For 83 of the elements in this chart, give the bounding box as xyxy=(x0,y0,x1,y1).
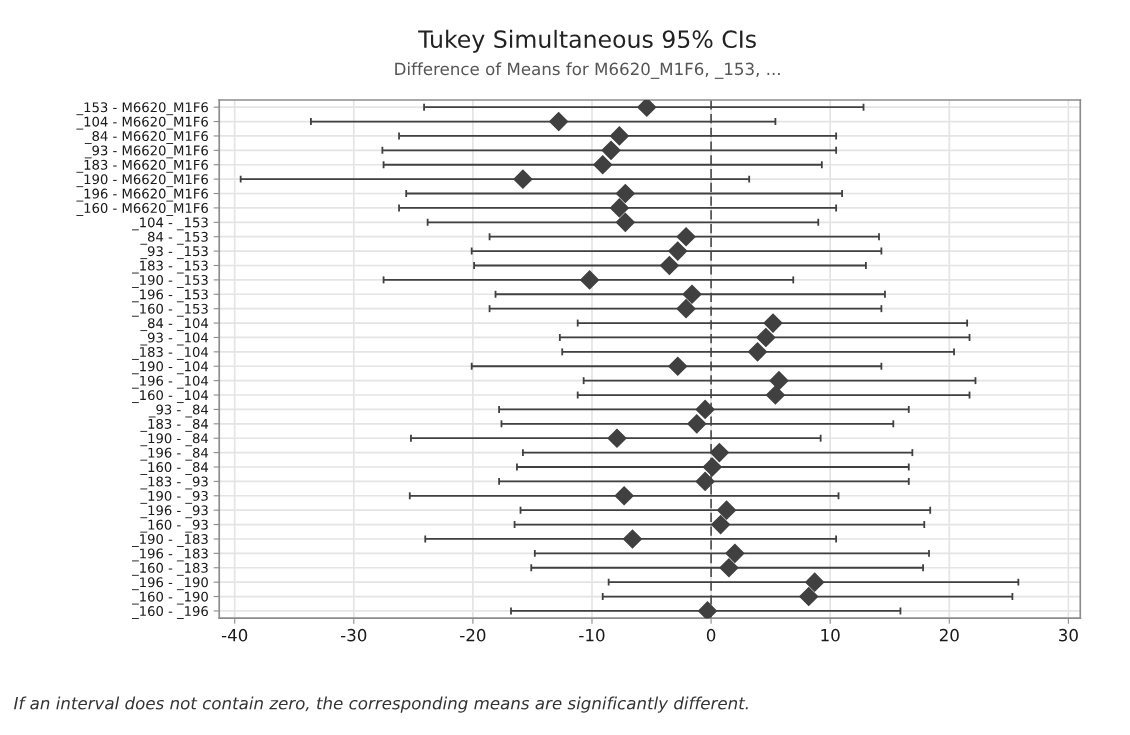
point xyxy=(676,299,696,319)
point xyxy=(719,558,739,578)
y-tick-label: _160 - M6620_M1F6 xyxy=(76,203,208,216)
point xyxy=(593,155,613,175)
point xyxy=(676,227,696,247)
point xyxy=(622,529,643,549)
point xyxy=(702,457,722,477)
y-tick-label: _183 - _93 xyxy=(140,476,208,490)
y-tick-label: _160 - _104 xyxy=(131,390,209,404)
y-tick-label: _153 - M6620_M1F6 xyxy=(76,102,208,116)
chart-title: Tukey Simultaneous 95% CIs xyxy=(418,29,756,53)
y-tick-label: _190 - _84 xyxy=(140,433,209,447)
point xyxy=(615,183,635,204)
point xyxy=(668,241,688,261)
point xyxy=(609,198,629,218)
chart-subtitle: Difference of Means for M6620_M1F6, _153, ... xyxy=(395,62,780,79)
point xyxy=(769,371,789,391)
y-tick-label: _196 - _104 xyxy=(131,375,209,389)
y-tick-label: _160 - _183 xyxy=(131,562,208,576)
point xyxy=(549,112,569,132)
y-tick-label: _190 - _104 xyxy=(131,361,209,375)
y-tick-label: _183 - _153 xyxy=(131,260,208,274)
x-tick-label: 10 xyxy=(821,628,840,642)
x-tick-label: 0 xyxy=(706,628,716,642)
y-tick-label: _84 - M6620_M1F6 xyxy=(84,131,208,144)
point xyxy=(695,399,715,419)
y-tick-label: _190 - _93 xyxy=(140,490,208,504)
y-tick-label: _196 - _84 xyxy=(140,447,209,461)
point xyxy=(711,515,731,535)
point xyxy=(695,471,715,491)
point xyxy=(799,587,819,607)
point xyxy=(747,342,768,362)
y-tick-label: _104 - _153 xyxy=(131,217,208,231)
y-tick-label: _196 - _153 xyxy=(131,289,208,303)
point xyxy=(725,543,745,563)
point xyxy=(609,126,629,146)
x-tick-label: 30 xyxy=(1059,628,1078,642)
point xyxy=(580,270,600,290)
y-tick-label: _160 - _84 xyxy=(140,462,209,476)
text: If an interval does not contain zero, the corresponding means are significantly different. xyxy=(14,696,748,713)
point xyxy=(717,500,737,520)
point xyxy=(697,601,718,619)
point xyxy=(668,356,688,376)
y-tick-label: _160 - _93 xyxy=(140,519,208,533)
point xyxy=(659,255,679,276)
point xyxy=(615,212,635,232)
point xyxy=(765,385,785,405)
y-tick-label: _196 - _190 xyxy=(131,577,208,591)
x-tick-label: -40 xyxy=(221,628,248,642)
x-tick-label: -10 xyxy=(579,628,605,642)
y-tick-label: _93 - M6620_M1F6 xyxy=(84,145,208,159)
y-tick-label: _196 - M6620_M1F6 xyxy=(76,188,208,202)
y-tick-label: _183 - M6620_M1F6 xyxy=(76,159,208,173)
y-tick-label: _160 - _190 xyxy=(131,591,208,605)
point xyxy=(601,140,621,160)
point xyxy=(614,486,634,506)
x-tick-label: -20 xyxy=(460,628,486,642)
point xyxy=(763,313,783,333)
y-tick-label: _93 - _153 xyxy=(140,246,208,260)
x-tick-label: -30 xyxy=(341,628,367,642)
point xyxy=(607,428,627,448)
y-tick-label: _84 - _104 xyxy=(140,318,209,332)
y-tick-label: _196 - _183 xyxy=(131,548,208,562)
y-tick-label: _190 - _183 xyxy=(131,534,208,547)
y-tick-label: _190 - _153 xyxy=(131,274,208,288)
y-tick-label: _93 - _104 xyxy=(140,332,209,346)
y-tick-label: _104 - M6620_M1F6 xyxy=(76,116,208,130)
y-tick-label: _196 - _93 xyxy=(140,505,208,519)
point xyxy=(805,572,825,592)
point xyxy=(709,443,729,463)
y-tick-label: _93 - _84 xyxy=(148,404,209,418)
x-tick-label: 20 xyxy=(939,628,959,642)
y-tick-label: _190 - M6620_M1F6 xyxy=(76,174,208,188)
y-tick-label: _160 - _153 xyxy=(131,303,208,317)
y-tick-label: _160 - _196 xyxy=(131,606,208,619)
point xyxy=(687,414,707,434)
y-tick-label: _84 - _153 xyxy=(140,231,208,245)
point xyxy=(682,284,702,304)
point xyxy=(513,169,533,189)
y-tick-label: _183 - _104 xyxy=(131,346,209,360)
y-tick-label: _183 - _84 xyxy=(140,418,209,432)
point xyxy=(756,327,776,347)
point xyxy=(637,99,657,117)
